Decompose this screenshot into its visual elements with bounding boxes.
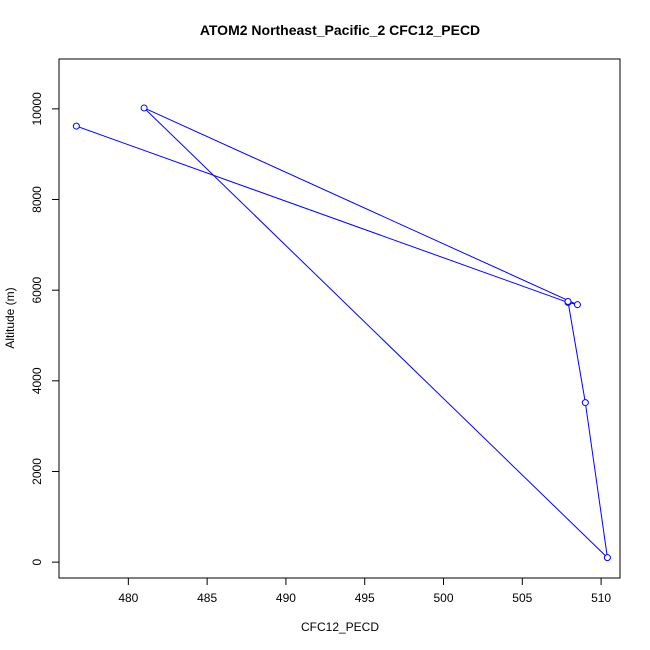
series-points [72, 104, 611, 562]
y-tick-label: 2000 [30, 458, 44, 485]
y-tick-label: 4000 [30, 367, 44, 394]
y-tick-label: 0 [30, 558, 44, 565]
x-tick-label: 485 [197, 591, 217, 605]
series-line-segment [143, 107, 608, 558]
y-tick-label: 6000 [30, 277, 44, 304]
x-tick-label: 510 [591, 591, 611, 605]
x-tick-label: 495 [355, 591, 375, 605]
x-tick-label: 490 [276, 591, 296, 605]
y-axis: 0 2000 4000 6000 8000 10000 [30, 92, 60, 565]
series-line-segment [143, 107, 578, 306]
x-tick-label: 500 [433, 591, 453, 605]
series-line-segment [567, 301, 586, 403]
data-point [564, 298, 572, 306]
x-tick-label: 480 [118, 591, 138, 605]
x-tick-label: 505 [512, 591, 532, 605]
data-point [72, 122, 80, 130]
data-point [573, 301, 581, 309]
data-point [603, 554, 611, 562]
series-line-segment [584, 402, 608, 558]
chart-title: ATOM2 Northeast_Pacific_2 CFC12_PECD [200, 22, 480, 38]
data-point [581, 399, 589, 407]
series-line-segment [76, 125, 569, 303]
y-axis-label: Altitude (m) [3, 287, 17, 348]
plot-frame [58, 58, 621, 579]
y-tick-label: 10000 [30, 92, 44, 126]
data-point [140, 104, 148, 112]
x-axis-label: CFC12_PECD [301, 620, 379, 634]
series-lines [76, 107, 608, 558]
y-tick-label: 8000 [30, 186, 44, 213]
x-axis: 480 485 490 495 500 505 510 [118, 577, 611, 605]
